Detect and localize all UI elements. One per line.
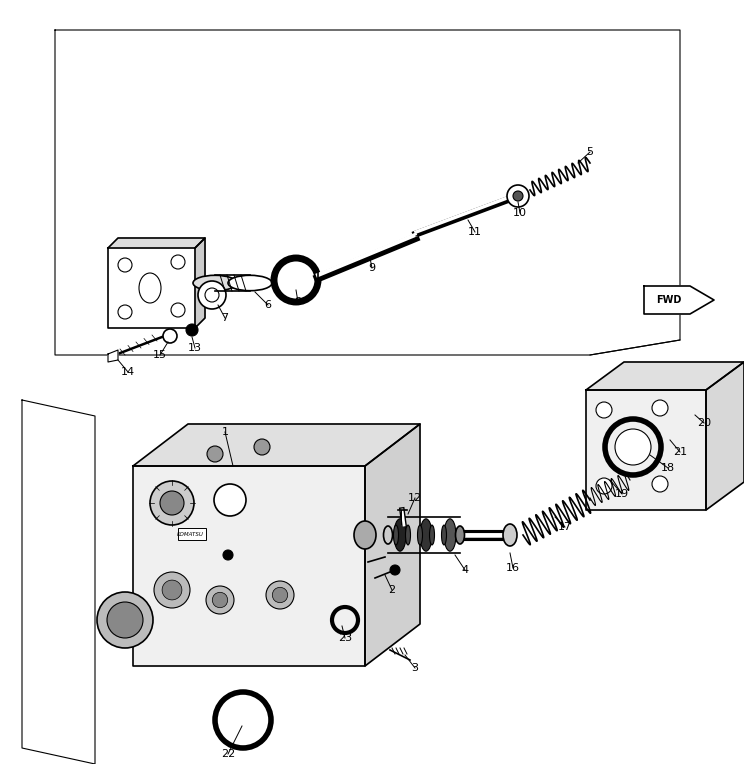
Text: 4: 4	[461, 565, 469, 575]
Ellipse shape	[354, 521, 376, 549]
Text: FWD: FWD	[656, 295, 682, 305]
Circle shape	[214, 484, 246, 516]
Circle shape	[390, 565, 400, 575]
Ellipse shape	[193, 275, 237, 290]
Circle shape	[154, 572, 190, 608]
Text: 9: 9	[368, 263, 376, 273]
Text: 16: 16	[506, 563, 520, 573]
Circle shape	[272, 588, 288, 603]
Ellipse shape	[429, 525, 434, 545]
Polygon shape	[706, 362, 744, 510]
Circle shape	[198, 281, 226, 309]
Text: 18: 18	[661, 463, 675, 473]
Text: 8: 8	[295, 297, 301, 307]
Text: 10: 10	[513, 208, 527, 218]
Ellipse shape	[394, 519, 406, 551]
Circle shape	[171, 255, 185, 269]
Text: 1: 1	[222, 427, 228, 437]
Polygon shape	[586, 390, 706, 510]
Ellipse shape	[503, 524, 517, 546]
Ellipse shape	[455, 526, 464, 544]
Ellipse shape	[444, 519, 456, 551]
Circle shape	[266, 581, 294, 609]
Circle shape	[615, 429, 651, 465]
Text: 21: 21	[673, 447, 687, 457]
Text: 11: 11	[468, 227, 482, 237]
Text: 22: 22	[221, 749, 235, 759]
Polygon shape	[22, 400, 95, 764]
Circle shape	[206, 586, 234, 614]
Circle shape	[97, 592, 153, 648]
Ellipse shape	[383, 526, 393, 544]
Text: 12: 12	[408, 493, 422, 503]
Circle shape	[596, 402, 612, 418]
Ellipse shape	[405, 525, 411, 545]
Ellipse shape	[394, 525, 399, 545]
Text: 5: 5	[586, 147, 594, 157]
Ellipse shape	[420, 519, 432, 551]
Text: 19: 19	[615, 489, 629, 499]
Circle shape	[507, 185, 529, 207]
Polygon shape	[108, 238, 205, 248]
Circle shape	[107, 602, 143, 638]
Text: 20: 20	[697, 418, 711, 428]
Text: 15: 15	[153, 350, 167, 360]
Circle shape	[652, 400, 668, 416]
Polygon shape	[108, 350, 118, 362]
Polygon shape	[133, 466, 365, 666]
Polygon shape	[586, 362, 744, 390]
Polygon shape	[133, 424, 420, 466]
Circle shape	[212, 592, 228, 607]
Circle shape	[171, 303, 185, 317]
Polygon shape	[108, 248, 195, 328]
Circle shape	[150, 481, 194, 525]
Circle shape	[254, 439, 270, 455]
Text: 3: 3	[411, 663, 418, 673]
Polygon shape	[644, 286, 714, 314]
Circle shape	[205, 288, 219, 302]
Text: 14: 14	[121, 367, 135, 377]
Text: 23: 23	[338, 633, 352, 643]
Circle shape	[163, 329, 177, 343]
Text: 17: 17	[558, 522, 572, 532]
Circle shape	[207, 446, 223, 462]
Text: 2: 2	[388, 585, 396, 595]
Polygon shape	[365, 424, 420, 666]
Circle shape	[513, 191, 523, 201]
Text: KOMATSU: KOMATSU	[176, 533, 203, 538]
Polygon shape	[195, 238, 205, 328]
Circle shape	[160, 491, 184, 515]
Circle shape	[223, 550, 233, 560]
Circle shape	[162, 580, 182, 600]
Circle shape	[652, 476, 668, 492]
Ellipse shape	[441, 525, 446, 545]
Text: 7: 7	[222, 313, 228, 323]
Bar	[178, 528, 206, 540]
Ellipse shape	[417, 525, 423, 545]
Circle shape	[596, 478, 612, 494]
Circle shape	[186, 324, 198, 336]
Ellipse shape	[228, 275, 272, 290]
Text: 6: 6	[265, 300, 272, 310]
Circle shape	[118, 258, 132, 272]
Circle shape	[118, 305, 132, 319]
Ellipse shape	[139, 273, 161, 303]
Text: 13: 13	[188, 343, 202, 353]
